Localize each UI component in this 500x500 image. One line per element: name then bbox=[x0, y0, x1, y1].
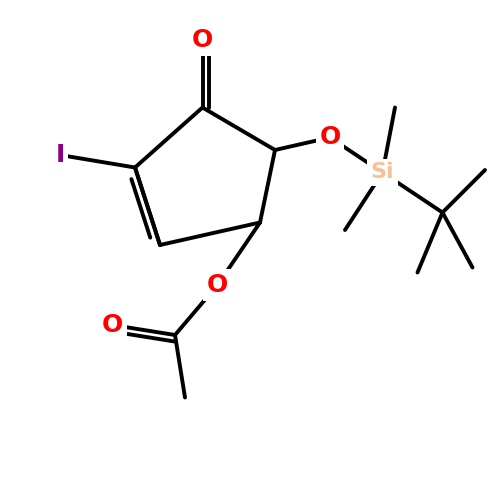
Text: I: I bbox=[56, 143, 64, 167]
Text: O: O bbox=[207, 273, 228, 297]
Text: O: O bbox=[320, 126, 340, 150]
Text: O: O bbox=[102, 313, 123, 337]
Text: O: O bbox=[192, 28, 213, 52]
Text: Si: Si bbox=[370, 162, 394, 182]
